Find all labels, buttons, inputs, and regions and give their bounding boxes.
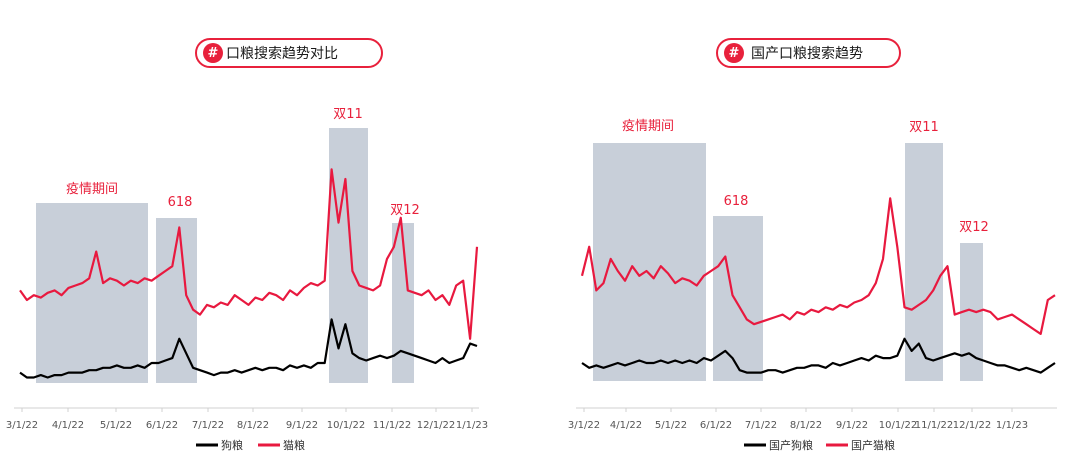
x-tick-label: 7/1/22	[192, 420, 224, 431]
x-tick-label: 10/1/22	[327, 420, 366, 431]
series-line-dog	[19, 318, 478, 379]
event-label-3: 双11	[909, 120, 939, 135]
event-band-4	[392, 223, 414, 383]
event-label-2: 618	[168, 195, 193, 210]
x-tick-label: 11/1/22	[373, 420, 412, 431]
event-label-4: 双12	[390, 203, 420, 218]
x-tick-label: 4/1/22	[52, 420, 84, 431]
hash-icon: #	[724, 43, 744, 63]
event-band-2	[713, 216, 763, 381]
chart-1: 疫情期间 618 双11 双12 3/1/22 4/1/22 5/1/22 6/1/22 7/1…	[6, 107, 488, 452]
event-band-1	[36, 203, 148, 383]
x-tick-label: 1/1/23	[456, 420, 488, 431]
event-label-2: 618	[724, 194, 749, 209]
chart-2-title-pill: # 国产口粮搜索趋势	[716, 38, 901, 68]
x-tick-label: 12/1/22	[953, 420, 992, 431]
event-band-4	[960, 243, 983, 381]
x-tick-label: 9/1/22	[286, 420, 318, 431]
event-band-3	[329, 128, 368, 383]
x-tick-label: 4/1/22	[610, 420, 642, 431]
x-tick-label: 3/1/22	[6, 420, 38, 431]
chart-1-title: 口粮搜索趋势对比	[226, 46, 338, 62]
x-tick-label: 12/1/22	[417, 420, 456, 431]
event-label-1: 疫情期间	[66, 181, 118, 197]
x-tick-label: 5/1/22	[655, 420, 687, 431]
event-band-3	[905, 143, 943, 381]
x-tick-label: 10/1/22	[879, 420, 918, 431]
legend-label: 国产狗粮	[769, 438, 813, 452]
x-tick-label: 9/1/22	[836, 420, 868, 431]
x-tick-label: 8/1/22	[790, 420, 822, 431]
legend-label: 狗粮	[221, 438, 243, 452]
x-tick-label: 6/1/22	[700, 420, 732, 431]
x-tick-label: 1/1/23	[996, 420, 1028, 431]
x-tick-label: 11/1/22	[915, 420, 954, 431]
hash-icon: #	[203, 43, 223, 63]
x-tick-label: 3/1/22	[568, 420, 600, 431]
legend-label: 猫粮	[283, 438, 305, 452]
event-label-1: 疫情期间	[622, 118, 674, 134]
x-tick-label: 8/1/22	[237, 420, 269, 431]
event-label-4: 双12	[959, 220, 989, 235]
series-line-cat	[19, 168, 479, 340]
chart-2: 疫情期间 618 双11 双12 3/1/22 4/1/22 5/1/22 6/1/22 7/1…	[568, 118, 1057, 452]
x-tick-label: 7/1/22	[745, 420, 777, 431]
series-line-cat	[580, 197, 1056, 335]
series-line-dog	[581, 337, 1056, 374]
x-tick-label: 5/1/22	[100, 420, 132, 431]
event-label-3: 双11	[333, 107, 363, 122]
chart-2-title: 国产口粮搜索趋势	[751, 46, 863, 62]
legend-label: 国产猫粮	[851, 438, 895, 452]
x-tick-label: 6/1/22	[146, 420, 178, 431]
chart-1-title-pill: # 口粮搜索趋势对比	[195, 38, 383, 68]
